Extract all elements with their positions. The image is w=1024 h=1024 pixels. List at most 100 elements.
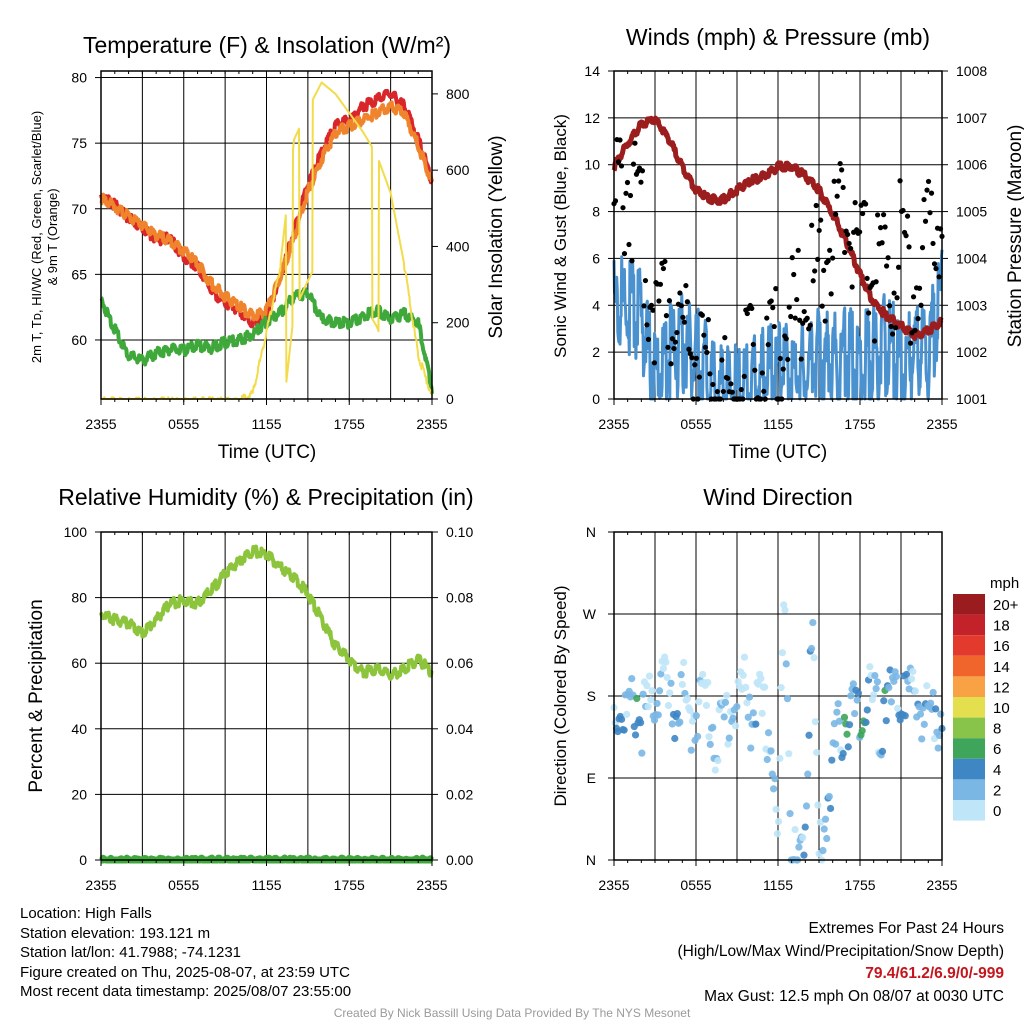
gust-point [638, 179, 644, 185]
wind-direction-point [631, 731, 640, 739]
gust-point [764, 315, 770, 321]
gust-point [883, 263, 890, 269]
wind-direction-point [693, 732, 702, 741]
wind-direction-point [777, 683, 785, 692]
gust-point [630, 161, 637, 167]
y-tick-label: E [587, 770, 596, 786]
legend-label: 4 [993, 762, 1001, 779]
wind-direction-point [814, 801, 822, 809]
wind-direction-point [819, 846, 827, 855]
wind-direction-point [655, 687, 664, 695]
gust-point [705, 317, 711, 323]
gust-point [714, 388, 720, 395]
gust-point [919, 245, 926, 251]
wind-direction-point [648, 687, 656, 695]
wind-direction-point [805, 731, 813, 739]
y-tick-label-left: 8 [592, 204, 600, 220]
wind-direction-point [645, 672, 654, 680]
temperature-ylabel-line2: & 9m T (Orange) [45, 188, 60, 285]
y-tick-label-left: 0 [592, 391, 600, 407]
y-tick-label-right: 200 [446, 315, 470, 331]
wind-direction-point [676, 718, 684, 726]
wind-direction-point [885, 683, 893, 692]
legend-swatch [953, 758, 985, 780]
gust-point [889, 331, 896, 337]
y-tick-label-left: 100 [64, 524, 88, 540]
y-tick-label-right: 1005 [956, 204, 987, 220]
wind-direction-point [845, 721, 854, 729]
wind-direction-point [721, 698, 730, 707]
credit-text: Created By Nick Bassill Using Data Provi… [333, 1006, 691, 1020]
gust-point [816, 227, 822, 234]
gust-point [792, 315, 798, 321]
gust-point [692, 362, 698, 368]
gust-point [744, 310, 750, 317]
gust-point [924, 187, 930, 193]
gust-point [904, 213, 911, 219]
temperature-xlabel: Time (UTC) [218, 442, 317, 463]
temperature-ylabel-line1: 2m T, Tᴅ, HI/WC (Red, Green, Scarlet/Blu… [29, 111, 44, 363]
gust-point [834, 193, 840, 199]
x-tick-label: 0555 [680, 416, 711, 432]
direction-title: Wind Direction [703, 484, 853, 510]
gust-point [857, 229, 863, 235]
gust-point [719, 357, 725, 363]
gust-point [632, 140, 638, 146]
wind-direction-point [858, 727, 866, 735]
wind-direction-point [662, 658, 670, 666]
wind-direction-point [802, 802, 811, 810]
gust-point [620, 205, 626, 211]
legend-swatch [953, 717, 985, 739]
gust-point [815, 256, 821, 262]
gust-point [848, 245, 854, 252]
gust-point [812, 268, 818, 274]
gust-point [689, 355, 695, 361]
wind-direction-point [821, 815, 830, 823]
gust-point [777, 355, 783, 362]
wind-direction-point [870, 691, 878, 699]
x-tick-label: 1155 [763, 877, 793, 893]
gust-point [669, 336, 676, 342]
gust-point [672, 339, 679, 345]
gust-point [791, 271, 797, 278]
gust-point [788, 313, 794, 320]
legend-label: 6 [993, 741, 1001, 758]
legend-label: 16 [993, 638, 1010, 655]
wind-direction-point [843, 730, 851, 738]
wind-direction-point [854, 689, 863, 697]
x-tick-label: 1755 [334, 416, 365, 432]
wind-direction-point [929, 688, 937, 697]
y-tick-label-right: 1006 [956, 157, 987, 173]
y-tick-label-left: 70 [71, 201, 87, 217]
x-tick-label: 0555 [168, 416, 199, 432]
wind-direction-point [623, 710, 631, 718]
gust-point [648, 302, 655, 308]
wind-direction-point [657, 670, 665, 678]
wind-direction-point [908, 675, 916, 683]
y-tick-label-left: 14 [584, 63, 600, 79]
gust-point [918, 302, 924, 308]
gust-point [819, 303, 825, 309]
gust-point [925, 178, 932, 185]
gust-point [842, 249, 848, 256]
gust-point [833, 211, 839, 217]
y-tick-label: W [583, 606, 597, 622]
x-tick-label: 1155 [251, 416, 281, 432]
y-tick-label-right: 1002 [956, 344, 987, 360]
gust-point [749, 305, 755, 311]
wind-direction-point [932, 705, 940, 713]
y-tick-label-left: 10 [584, 157, 600, 173]
wind-direction-point [724, 740, 732, 748]
wind-direction-point [686, 706, 694, 715]
x-tick-label: 2355 [85, 416, 116, 432]
gust-point [663, 313, 670, 319]
gust-point [895, 264, 902, 270]
wind-direction-point [934, 744, 942, 752]
wind-direction-point [799, 834, 807, 842]
gust-point [704, 349, 710, 356]
gust-point [644, 322, 650, 328]
extremes-values: 79.4/61.2/6.9/0/-999 [865, 965, 1004, 982]
legend-title: mph [990, 575, 1019, 592]
gust-point [888, 323, 894, 330]
y-tick-label-right: 0 [446, 391, 454, 407]
